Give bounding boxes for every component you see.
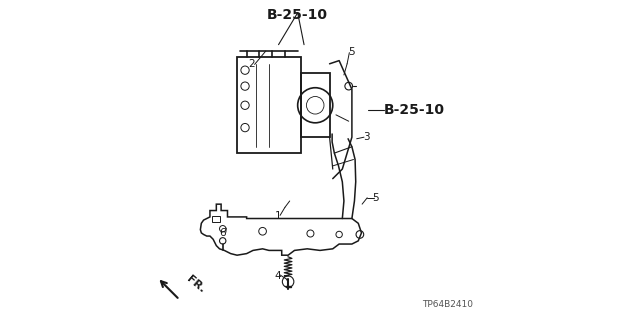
Text: 1: 1 (275, 211, 281, 221)
Bar (212, 216, 220, 222)
Text: 5: 5 (372, 193, 379, 204)
Text: TP64B2410: TP64B2410 (422, 300, 473, 309)
Text: FR.: FR. (184, 273, 207, 294)
Bar (237, 57, 301, 153)
Bar (301, 73, 330, 137)
Text: 4: 4 (275, 271, 281, 281)
Text: 2: 2 (248, 59, 255, 69)
Text: 6: 6 (220, 228, 227, 238)
Text: B-25-10: B-25-10 (384, 103, 445, 117)
Text: 3: 3 (363, 132, 369, 142)
Text: B-25-10: B-25-10 (267, 8, 328, 22)
Text: 5: 5 (348, 47, 355, 57)
